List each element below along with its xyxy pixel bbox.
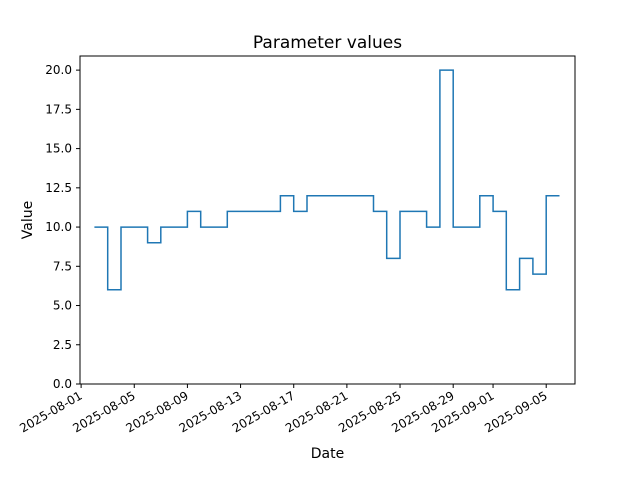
axes-frame bbox=[79, 55, 576, 385]
series-line bbox=[94, 69, 560, 291]
y-axis-label-text: Value bbox=[20, 200, 36, 240]
y-tick-label: 10.0 bbox=[45, 220, 72, 234]
y-tick-label: 7.5 bbox=[53, 259, 72, 273]
y-tick-label: 5.0 bbox=[53, 299, 72, 313]
y-tick-label: 12.5 bbox=[45, 181, 72, 195]
x-axis-label: Date bbox=[310, 446, 345, 462]
y-tick-label: 2.5 bbox=[53, 338, 72, 352]
chart-title: Parameter values bbox=[252, 33, 403, 53]
y-tick-label: 0.0 bbox=[53, 377, 72, 391]
y-tick-label: 17.5 bbox=[45, 102, 72, 116]
y-tick-label: 20.0 bbox=[45, 63, 72, 77]
y-tick-label: 15.0 bbox=[45, 142, 72, 156]
